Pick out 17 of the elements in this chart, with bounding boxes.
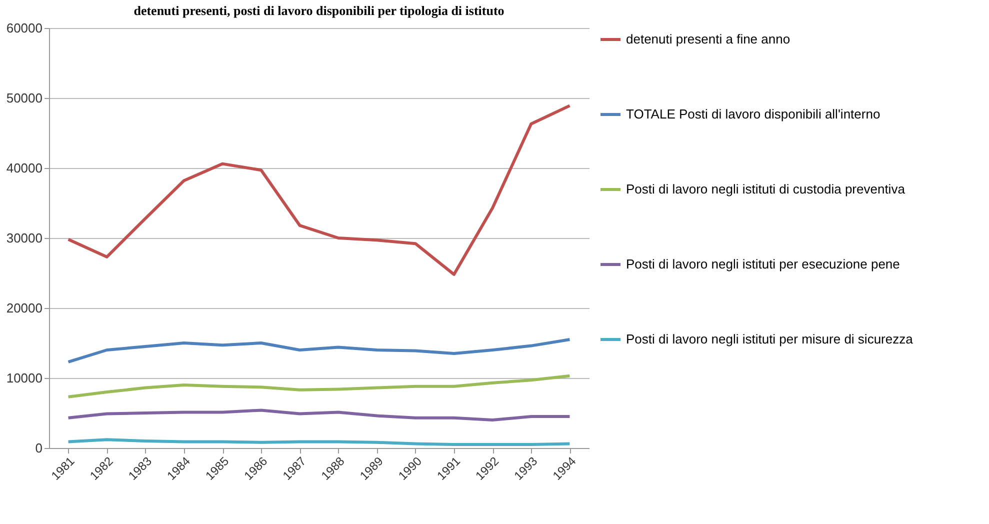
line-series xyxy=(66,104,572,276)
legend-label: detenuti presenti a fine anno xyxy=(626,32,790,46)
legend-label: TOTALE Posti di lavoro disponibili all'interno xyxy=(626,106,880,122)
line-series xyxy=(66,338,572,364)
y-tick-label: 60000 xyxy=(6,20,42,36)
y-tick-label: 0 xyxy=(35,440,42,456)
y-tick-label: 40000 xyxy=(6,160,42,176)
legend-label: Posti di lavoro negli istituti per misure di sicurezza xyxy=(626,332,914,346)
line-series xyxy=(66,408,572,422)
y-tick-label: 20000 xyxy=(6,300,42,316)
legend-label: Posti di lavoro negli istituti di custodia preventiva xyxy=(626,182,906,196)
line-series xyxy=(66,374,572,398)
legend-label: Posti di lavoro negli istituti per esecuzione pene xyxy=(626,256,900,272)
y-tick-label: 30000 xyxy=(6,230,42,246)
chart-title: detenuti presenti, posti di lavoro disponibili per tipologia di istituto xyxy=(134,3,504,18)
y-tick-label: 50000 xyxy=(6,90,42,106)
y-tick-label: 10000 xyxy=(6,370,42,386)
